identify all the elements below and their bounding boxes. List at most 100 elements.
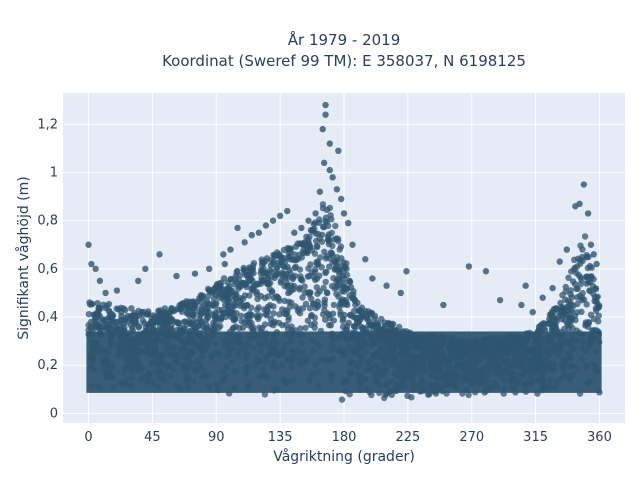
data-point: [501, 377, 508, 384]
data-point: [86, 299, 93, 306]
data-point: [191, 270, 199, 277]
data-point: [250, 328, 257, 335]
data-point: [257, 347, 264, 354]
data-point: [237, 283, 244, 290]
data-point: [425, 391, 432, 398]
data-point: [120, 348, 127, 355]
data-point: [185, 333, 193, 340]
data-point: [285, 316, 292, 323]
data-point: [362, 256, 369, 263]
data-point: [325, 240, 332, 248]
data-point: [466, 377, 473, 384]
data-point: [559, 306, 566, 313]
data-point: [156, 375, 163, 382]
data-point: [128, 375, 135, 382]
data-point: [193, 365, 201, 372]
data-point: [330, 337, 337, 344]
data-point: [343, 378, 350, 385]
data-point: [443, 381, 451, 389]
data-point: [266, 267, 274, 274]
data-point: [295, 348, 302, 355]
data-point: [524, 381, 531, 389]
data-point: [307, 261, 314, 268]
data-point: [415, 367, 422, 374]
data-point: [347, 370, 355, 377]
data-point: [200, 366, 207, 373]
data-point: [302, 249, 309, 256]
data-point: [432, 341, 439, 348]
data-point: [142, 324, 150, 331]
data-point: [314, 243, 321, 251]
data-point: [281, 310, 288, 317]
data-point: [551, 321, 559, 329]
data-point: [278, 277, 285, 284]
data-point: [290, 377, 297, 384]
data-point: [314, 368, 322, 375]
data-point: [330, 301, 338, 309]
data-point: [575, 271, 582, 279]
x-tick-label: 135: [268, 430, 293, 445]
data-point: [257, 292, 265, 300]
data-point: [88, 382, 95, 390]
data-point: [231, 384, 238, 392]
data-point: [229, 325, 237, 332]
data-point: [143, 348, 150, 355]
data-point: [522, 282, 529, 289]
data-point: [157, 329, 164, 336]
data-point: [373, 333, 381, 340]
data-point: [355, 364, 362, 371]
data-point: [459, 378, 466, 385]
data-point: [226, 390, 233, 397]
data-point: [392, 353, 399, 361]
data-point: [182, 339, 189, 347]
data-point: [329, 174, 336, 181]
data-point: [587, 241, 595, 248]
data-point: [253, 355, 261, 362]
data-point: [373, 362, 381, 369]
data-point: [357, 307, 365, 315]
data-point: [278, 256, 286, 263]
data-point: [107, 337, 114, 344]
data-point: [450, 366, 457, 373]
data-point: [298, 339, 305, 347]
data-point: [353, 323, 360, 331]
data-point: [552, 383, 559, 391]
data-point: [259, 365, 267, 373]
data-point: [195, 344, 202, 351]
data-point: [95, 383, 103, 390]
data-point: [319, 125, 326, 133]
data-point: [354, 299, 361, 306]
data-point: [89, 332, 97, 339]
data-point: [551, 330, 558, 338]
data-point: [382, 339, 390, 346]
data-point: [224, 298, 231, 306]
data-point: [562, 296, 569, 303]
data-point: [317, 327, 325, 335]
data-point: [590, 251, 597, 258]
data-point: [355, 333, 362, 340]
data-point: [567, 354, 574, 361]
data-point: [113, 305, 120, 312]
data-point: [293, 256, 300, 264]
data-point: [350, 334, 357, 341]
data-point: [270, 387, 278, 394]
data-point: [517, 358, 525, 366]
data-point: [146, 371, 153, 378]
data-point: [276, 212, 284, 220]
data-point: [589, 282, 597, 290]
data-point: [595, 331, 602, 339]
data-point: [256, 312, 264, 319]
data-point: [275, 251, 283, 258]
data-point: [578, 355, 586, 362]
data-point: [399, 339, 406, 346]
data-point: [446, 376, 453, 383]
data-point: [550, 361, 557, 368]
data-point: [539, 357, 546, 364]
data-point: [383, 379, 391, 387]
data-points: [85, 101, 603, 403]
data-point: [449, 382, 457, 389]
data-point: [269, 217, 277, 224]
x-tick-label: 90: [208, 430, 225, 445]
data-point: [583, 301, 590, 308]
data-point: [249, 344, 257, 351]
